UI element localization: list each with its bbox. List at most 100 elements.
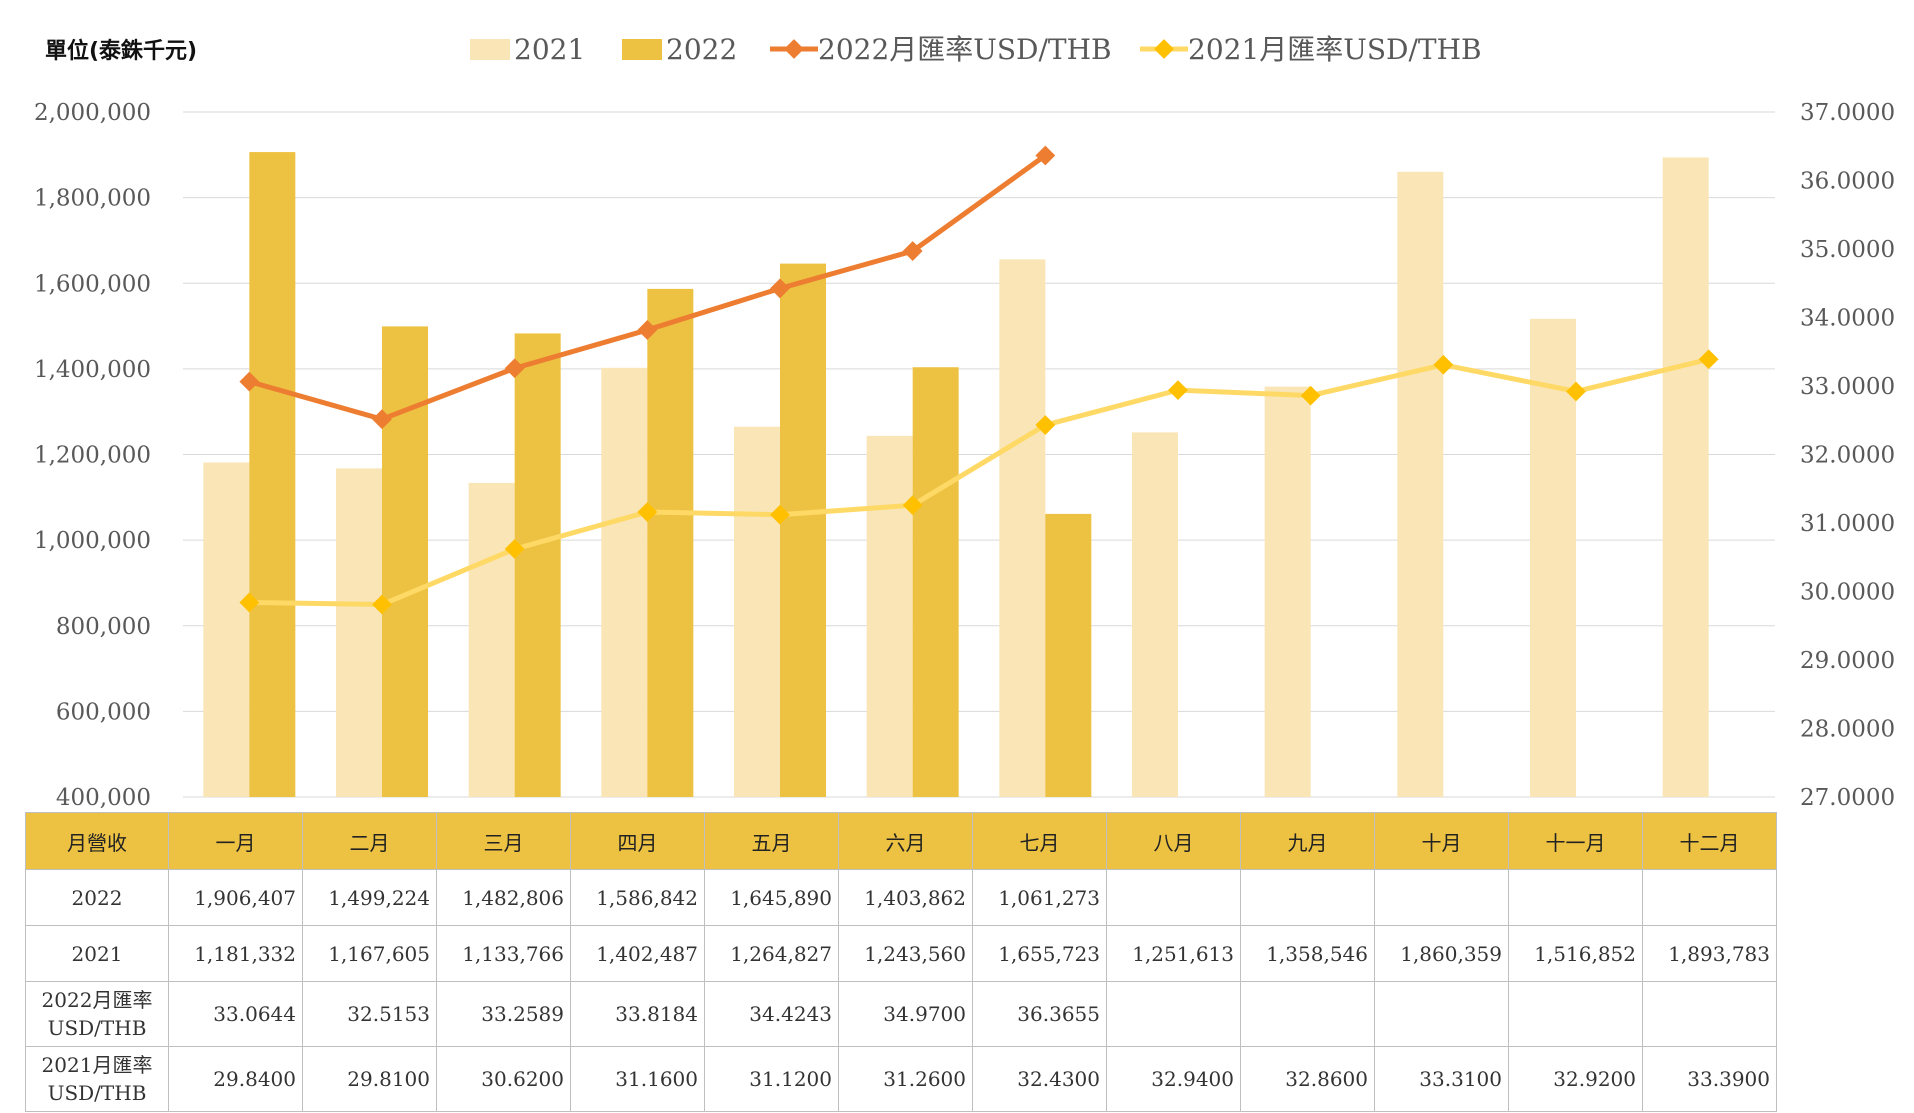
marker-2021月匯率USD/THB-8: [1168, 380, 1188, 401]
table-month-header: 九月: [1240, 812, 1375, 870]
y-left-tick-label: 600,000: [56, 699, 151, 725]
unit-label: 單位(泰銖千元): [45, 38, 197, 64]
y-left-tick-label: 400,000: [56, 785, 151, 811]
y-right-tick-label: 37.0000: [1800, 100, 1895, 126]
marker-2022月匯率USD/THB-3: [504, 358, 525, 379]
marker-2021月匯率USD/THB-5: [770, 504, 790, 525]
table-cell: 1,906,407: [168, 869, 303, 926]
legend-label-2022-rate: 2022月匯率USD/THB: [818, 33, 1112, 66]
table-month-header: 三月: [436, 812, 571, 870]
bar-2021-8: [1132, 432, 1178, 797]
table-cell: [1106, 869, 1241, 926]
table-cell: [1240, 981, 1375, 1047]
marker-2021月匯率USD/THB-7: [1035, 415, 1056, 435]
y-left-tick-label: 800,000: [56, 614, 151, 640]
table-cell: 31.2600: [838, 1046, 973, 1112]
marker-2021月匯率USD/THB-4: [637, 502, 658, 522]
legend-marker-2022-rate: [784, 39, 804, 59]
y-left-tick-label: 1,200,000: [34, 443, 151, 469]
table-cell: 1,264,827: [704, 925, 839, 982]
table-cell: 1,181,332: [168, 925, 303, 982]
table-cell: 30.6200: [436, 1046, 571, 1112]
legend-label-2021-rate: 2021月匯率USD/THB: [1188, 33, 1482, 66]
bar-2022-7: [1045, 513, 1092, 797]
table-cell: 32.9200: [1508, 1046, 1643, 1112]
legend-swatch-2022: [622, 39, 662, 60]
y-right-tick-label: 31.0000: [1800, 511, 1895, 537]
bar-2021-2: [336, 468, 382, 797]
table-month-header: 四月: [570, 812, 705, 870]
marker-2021月匯率USD/THB-6: [902, 495, 923, 516]
bar-2021-11: [1530, 318, 1576, 797]
table-cell: 1,061,273: [972, 869, 1107, 926]
table-cell: 29.8100: [302, 1046, 437, 1112]
legend-label-2021: 2021: [514, 33, 585, 66]
y-right-tick-label: 27.0000: [1800, 785, 1895, 811]
table-cell: 1,251,613: [1106, 925, 1241, 982]
table-month-header: 六月: [838, 812, 973, 870]
bar-2021-5: [734, 426, 780, 797]
table-cell: [1374, 869, 1509, 926]
y-right-tick-label: 29.0000: [1800, 648, 1895, 674]
table-cell: 34.9700: [838, 981, 973, 1047]
table-cell: 1,655,723: [972, 925, 1107, 982]
table-row-label: 2021: [25, 925, 169, 982]
bar-2022-5: [780, 263, 826, 797]
rate-lines: [239, 145, 1719, 615]
legend-marker-2021-rate: [1154, 39, 1174, 59]
y-right-tick-label: 30.0000: [1800, 580, 1895, 606]
table-row-label: 2022: [25, 869, 169, 926]
table-cell: 1,516,852: [1508, 925, 1643, 982]
table-cell: [1508, 981, 1643, 1047]
table-month-header: 八月: [1106, 812, 1241, 870]
data-table: 月營收 一月 二月 三月 四月 五月 六月 七月 八月 九月 十月 十一月 十二月 2022 1,906,…: [25, 812, 1777, 1112]
table-row-label: 2021月匯率USD/THB: [25, 1046, 169, 1112]
bar-2021-7: [999, 259, 1046, 798]
table-cell: 29.8400: [168, 1046, 303, 1112]
table-cell: [1106, 981, 1241, 1047]
table-cell: 1,133,766: [436, 925, 571, 982]
right-axis: 37.0000 36.0000 35.0000 34.0000 33.0000 32.00…: [1800, 100, 1895, 811]
bar-2021-10: [1397, 171, 1444, 797]
y-right-tick-label: 33.0000: [1800, 374, 1895, 400]
table-cell: 32.9400: [1106, 1046, 1241, 1112]
table-cell: [1642, 869, 1777, 926]
y-left-tick-label: 1,600,000: [34, 271, 151, 297]
table-cell: 33.8184: [570, 981, 705, 1047]
table-cell: 33.0644: [168, 981, 303, 1047]
marker-2022月匯率USD/THB-2: [372, 409, 392, 430]
table-row: 2021 1,181,332 1,167,605 1,133,766 1,402,487…: [25, 925, 1777, 982]
marker-2022月匯率USD/THB-5: [770, 278, 790, 299]
bar-2021-6: [866, 435, 913, 797]
table-cell: 1,358,546: [1240, 925, 1375, 982]
combo-chart: 單位(泰銖千元) 2021 2022 2022月匯率USD/THB 2021月匯…: [34, 33, 1895, 811]
table-row: 2022 1,906,407 1,499,224 1,482,806 1,586,842…: [25, 869, 1777, 926]
y-right-tick-label: 32.0000: [1800, 443, 1895, 469]
table-cell: 33.3100: [1374, 1046, 1509, 1112]
marker-2021月匯率USD/THB-9: [1300, 385, 1321, 406]
table-cell: 1,645,890: [704, 869, 839, 926]
legend-swatch-2021: [470, 39, 510, 60]
table-cell: [1508, 869, 1643, 926]
line-2021月匯率USD/THB: [249, 356, 1710, 608]
marker-2021月匯率USD/THB-11: [1566, 381, 1586, 402]
table-month-header: 十月: [1374, 812, 1509, 870]
bar-2022-3: [514, 333, 561, 797]
table-corner-header: 月營收: [25, 812, 169, 870]
table-cell: 1,167,605: [302, 925, 437, 982]
table-cell: 1,893,783: [1642, 925, 1777, 982]
gridlines: [183, 111, 1775, 798]
table-row-label: 2022月匯率USD/THB: [25, 981, 169, 1047]
bar-2021-4: [601, 367, 648, 797]
bar-2021-12: [1662, 157, 1709, 798]
table-cell: 33.2589: [436, 981, 571, 1047]
bar-2022-6: [912, 367, 959, 797]
left-axis: 2,000,000 1,800,000 1,600,000 1,400,000 1,20…: [34, 100, 151, 811]
table-month-header: 一月: [168, 812, 303, 870]
table-cell: [1374, 981, 1509, 1047]
marker-2022月匯率USD/THB-4: [637, 320, 658, 340]
marker-2021月匯率USD/THB-3: [504, 539, 525, 559]
y-left-tick-label: 1,000,000: [34, 528, 151, 554]
marker-2022月匯率USD/THB-7: [1035, 145, 1056, 166]
marker-2021月匯率USD/THB-12: [1698, 349, 1719, 370]
